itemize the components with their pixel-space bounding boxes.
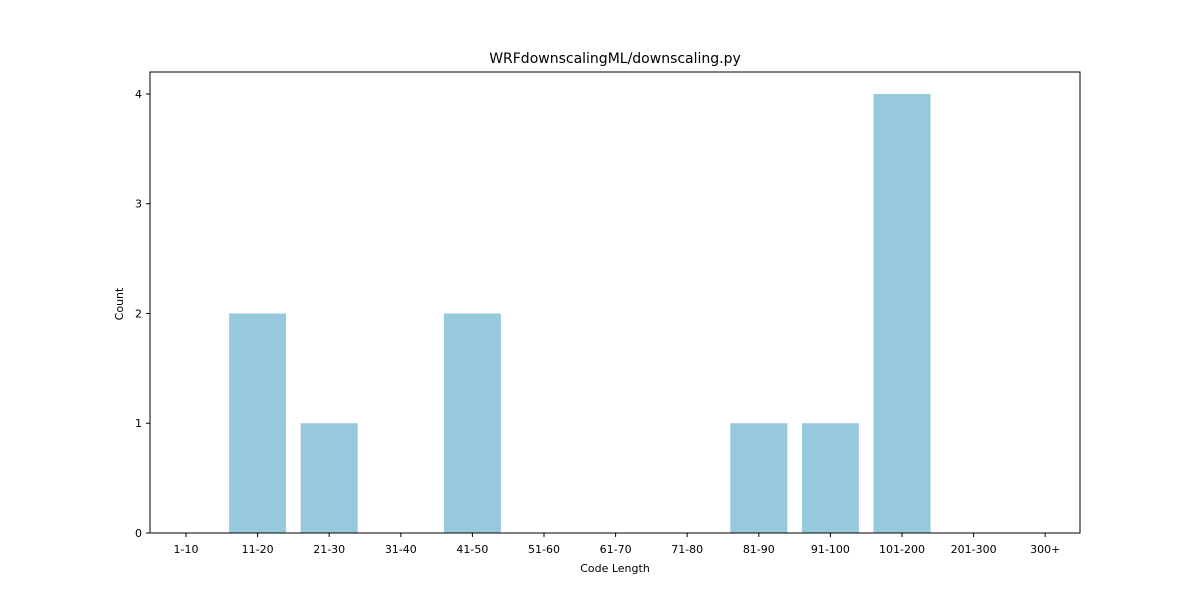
y-axis-ticks: 0 1 2 3 4 — [135, 88, 150, 540]
y-tick-label: 1 — [135, 417, 142, 430]
bar-11-20 — [229, 313, 287, 533]
y-tick-label: 2 — [135, 307, 142, 320]
chart-title: WRFdownscalingML/downscaling.py — [489, 51, 741, 67]
y-tick-label: 3 — [135, 198, 142, 211]
x-tick-label: 91-100 — [811, 543, 850, 556]
x-tick-label: 101-200 — [879, 543, 925, 556]
x-tick-label: 21-30 — [313, 543, 345, 556]
y-axis-label: Count — [113, 287, 126, 320]
x-axis-ticks: 1-10 11-20 21-30 31-40 41-50 51-60 61-70 71-80 8… — [174, 533, 1060, 556]
plot-frame — [149, 71, 1081, 534]
bar-81-90 — [730, 423, 788, 533]
x-tick-label: 71-80 — [671, 543, 703, 556]
x-tick-label: 201-300 — [951, 543, 997, 556]
bars-group — [229, 93, 931, 533]
x-tick-label: 81-90 — [743, 543, 775, 556]
x-tick-label: 11-20 — [242, 543, 274, 556]
bar-101-200 — [873, 93, 931, 533]
x-tick-label: 61-70 — [600, 543, 632, 556]
bar-91-100 — [801, 423, 859, 533]
x-tick-label: 300+ — [1030, 543, 1060, 556]
bar-21-30 — [300, 423, 358, 533]
x-tick-label: 41-50 — [456, 543, 488, 556]
y-tick-label: 4 — [135, 88, 142, 101]
x-axis-label: Code Length — [580, 562, 650, 575]
bar-41-50 — [443, 313, 501, 533]
x-tick-label: 51-60 — [528, 543, 560, 556]
y-tick-label: 0 — [135, 527, 142, 540]
x-tick-label: 31-40 — [385, 543, 417, 556]
x-tick-label: 1-10 — [174, 543, 199, 556]
